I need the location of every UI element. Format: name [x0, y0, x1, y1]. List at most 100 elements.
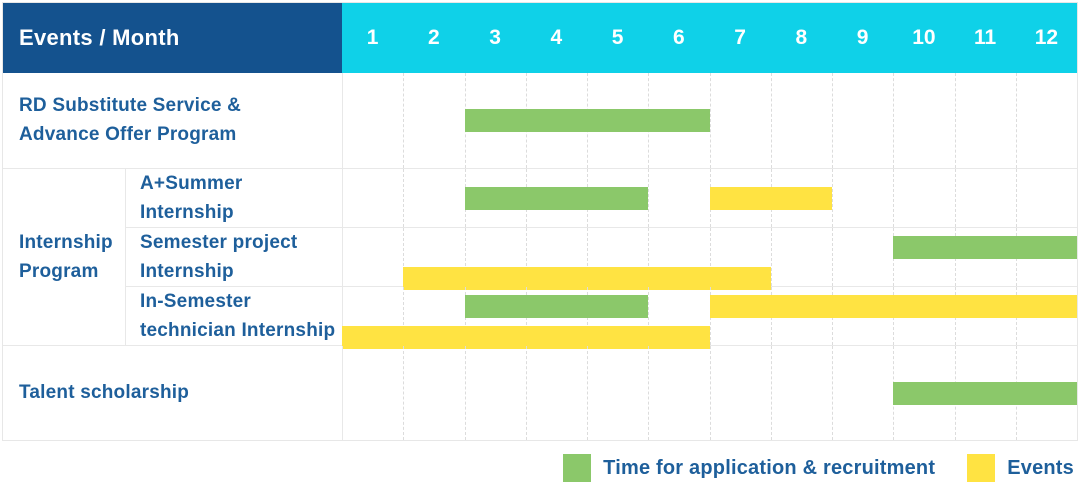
month-grid-cell — [832, 345, 893, 440]
row-label: Talent scholarship — [19, 378, 189, 407]
month-header-cell: 3 — [489, 26, 501, 49]
month-header-strip: 1 2 3 4 5 6 7 8 9 10 11 12 — [342, 3, 1077, 73]
month-header-cell: 2 — [428, 26, 440, 49]
legend: Time for application & recruitment Events — [531, 448, 1074, 488]
month-grid-cell — [342, 227, 403, 286]
month-grid-cell — [832, 168, 893, 227]
month-grid-cell — [464, 345, 526, 440]
table-row: Semester project Internship — [125, 226, 1077, 290]
month-grid-cell — [525, 227, 587, 286]
month-header-cell: 7 — [734, 26, 746, 49]
gantt-bar-application — [464, 109, 710, 133]
month-grid-cell — [770, 73, 832, 168]
month-header-cell: 9 — [856, 26, 869, 49]
events-gantt-table: Events / Month 1 2 3 4 5 6 7 8 9 10 11 12 RD Substi… — [2, 2, 1078, 441]
table-body: RD Substitute Service & Advance Offer Pro… — [3, 73, 1077, 440]
label-line: Internship — [140, 201, 234, 223]
label-line: Talent scholarship — [19, 382, 190, 404]
legend-item-application: Time for application & recruitment — [563, 454, 935, 482]
month-header-cell: 4 — [550, 26, 563, 49]
month-header-cell: 12 — [1034, 26, 1059, 49]
table-row: Talent scholarship — [3, 344, 1077, 441]
label-line: Internship — [19, 231, 113, 253]
month-header-cell: 11 — [974, 26, 997, 49]
gantt-bar-event — [709, 186, 832, 210]
table-row: In-Semester technician Internship — [125, 285, 1077, 349]
month-grid-cell — [832, 73, 893, 168]
month-grid-cell — [770, 345, 832, 440]
row-label: A+Summer Internship — [140, 169, 242, 227]
month-header-cell: 8 — [795, 26, 808, 49]
month-grid-cell — [464, 227, 526, 286]
month-grid-cell — [403, 345, 464, 440]
legend-item-event: Events — [967, 454, 1074, 482]
month-grid-cell — [342, 168, 403, 227]
month-grid-cell — [709, 227, 771, 286]
month-grid-cell — [893, 168, 954, 227]
label-line: technician Internship — [140, 319, 336, 341]
row-label-cell: A+Summer Internship — [125, 168, 342, 227]
legend-label: Time for application & recruitment — [603, 456, 936, 479]
month-grid-cell — [1015, 168, 1077, 227]
label-line: Internship — [140, 260, 234, 282]
row-timeline — [342, 73, 1077, 168]
month-grid-cell — [403, 227, 464, 286]
month-grid-cell — [342, 73, 403, 168]
row-label: Semester project Internship — [140, 228, 297, 286]
month-header-cell: 10 — [912, 26, 936, 49]
month-grid-cell — [709, 345, 771, 440]
gantt-bar-event — [403, 266, 771, 290]
legend-swatch-application — [563, 454, 592, 482]
row-label-cell: In-Semester technician Internship — [125, 286, 342, 345]
row-timeline — [342, 168, 1077, 227]
month-grid-cell — [709, 73, 771, 168]
month-grid-cell — [587, 227, 648, 286]
month-grid-cell — [403, 168, 464, 227]
month-grid-cell — [648, 168, 709, 227]
legend-swatch-event — [967, 454, 996, 482]
group-label-cell: Internship Program — [3, 169, 125, 345]
gantt-bar-application — [464, 186, 649, 210]
month-grid-cell — [342, 286, 403, 345]
row-label-cell: Semester project Internship — [125, 227, 342, 286]
gantt-bar-application — [464, 294, 649, 318]
label-line: RD Substitute Service & — [19, 95, 242, 117]
row-timeline — [342, 286, 1077, 349]
events-month-header-cell: Events / Month — [3, 3, 342, 73]
row-group-internship-program: Internship Program A+Summer Internship Semes… — [3, 167, 1077, 349]
row-timeline — [342, 227, 1077, 290]
label-line: Advance Offer Program — [19, 124, 237, 146]
month-grid-cell — [954, 73, 1016, 168]
row-label: In-Semester technician Internship — [140, 287, 335, 345]
gantt-bar-application — [893, 381, 1077, 405]
row-label-cell: Talent scholarship — [3, 346, 342, 441]
table-row: RD Substitute Service & Advance Offer Pro… — [3, 73, 1077, 168]
gantt-bar-application — [893, 235, 1077, 259]
legend-label: Events — [1007, 456, 1074, 479]
month-grid-cell — [648, 345, 709, 440]
month-header-cell: 5 — [611, 26, 624, 49]
month-grid-cell — [403, 73, 464, 168]
row-label-cell: RD Substitute Service & Advance Offer Pro… — [3, 73, 342, 168]
month-grid-cell — [1015, 73, 1077, 168]
month-grid-cell — [587, 345, 648, 440]
month-grid-cell — [893, 73, 954, 168]
month-header-cell: 6 — [673, 26, 685, 49]
label-line: Program — [19, 260, 99, 282]
label-line: Semester project — [140, 231, 298, 253]
gantt-bar-event — [342, 325, 710, 349]
month-grid-cell — [525, 345, 587, 440]
month-header-cell: 1 — [366, 26, 379, 49]
month-grid-cell — [770, 227, 832, 286]
month-grid-cell — [832, 227, 893, 286]
group-rows: A+Summer Internship Semester project Intern… — [125, 168, 1077, 349]
table-header-row: Events / Month 1 2 3 4 5 6 7 8 9 10 11 12 — [3, 3, 1077, 73]
month-grid-cell — [954, 168, 1016, 227]
label-line: A+Summer — [140, 172, 243, 194]
row-label: RD Substitute Service & Advance Offer Pro… — [19, 91, 241, 149]
month-grid-cell — [342, 345, 403, 440]
table-row: A+Summer Internship — [125, 168, 1077, 227]
group-label: Internship Program — [19, 228, 113, 286]
row-timeline — [342, 345, 1077, 440]
label-line: In-Semester — [140, 290, 251, 312]
